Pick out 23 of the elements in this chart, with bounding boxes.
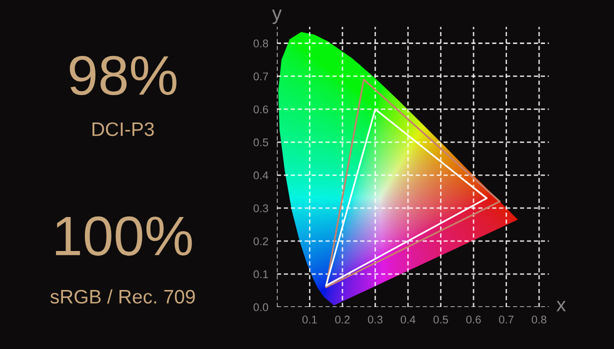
y-tick-label: 0.7 (254, 72, 268, 80)
x-tick-label: 0.4 (400, 316, 416, 324)
y-tick-label: 0.2 (254, 237, 268, 246)
x-tick-label: 0.8 (532, 316, 546, 324)
x-axis-title: x (556, 301, 566, 312)
y-tick-label: 0.8 (254, 40, 268, 48)
x-tick-label: 0.2 (335, 316, 350, 324)
x-tick-label: 0.1 (302, 316, 317, 324)
text: 98% (70, 56, 176, 96)
y-tick-label: 0.0 (254, 303, 268, 312)
text: sRGB / Rec. 709 (50, 289, 195, 304)
x-tick-label: 0.3 (368, 316, 382, 324)
y-tick-label: 0.5 (254, 138, 268, 146)
y-tick-label: 0.3 (254, 204, 268, 212)
x-tick-label: 0.5 (433, 316, 448, 324)
y-tick-label: 0.1 (254, 270, 268, 278)
y-axis-title: y (272, 10, 282, 24)
x-tick-label: 0.7 (499, 316, 514, 324)
text: DCI-P3 (92, 122, 154, 136)
y-tick-label: 0.6 (254, 105, 268, 114)
y-tick-label: 0.4 (254, 171, 268, 180)
text: 100% (56, 216, 192, 256)
x-tick-label: 0.6 (466, 316, 481, 324)
